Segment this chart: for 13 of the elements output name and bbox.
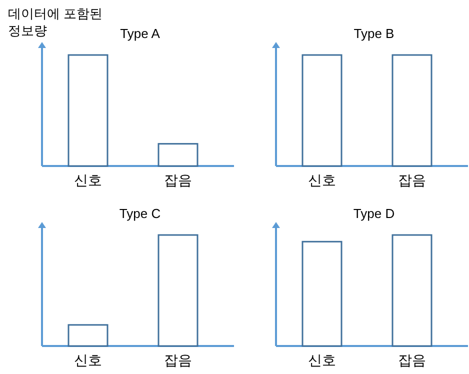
x-tick-label: 잡음	[398, 352, 426, 368]
chart-title: Type D	[353, 206, 395, 221]
chart-title: Type C	[119, 206, 161, 221]
x-tick-label: 신호	[308, 172, 336, 188]
x-tick-label: 신호	[74, 352, 102, 368]
chart-title: Type B	[354, 26, 394, 41]
x-tick-label: 신호	[308, 352, 336, 368]
chart-title: Type A	[120, 26, 160, 41]
x-tick-label: 신호	[74, 172, 102, 188]
x-tick-label: 잡음	[164, 172, 192, 188]
x-tick-label: 잡음	[164, 352, 192, 368]
x-tick-label: 잡음	[398, 172, 426, 188]
y-axis-title: 데이터에 포함된 정보량	[8, 6, 103, 38]
